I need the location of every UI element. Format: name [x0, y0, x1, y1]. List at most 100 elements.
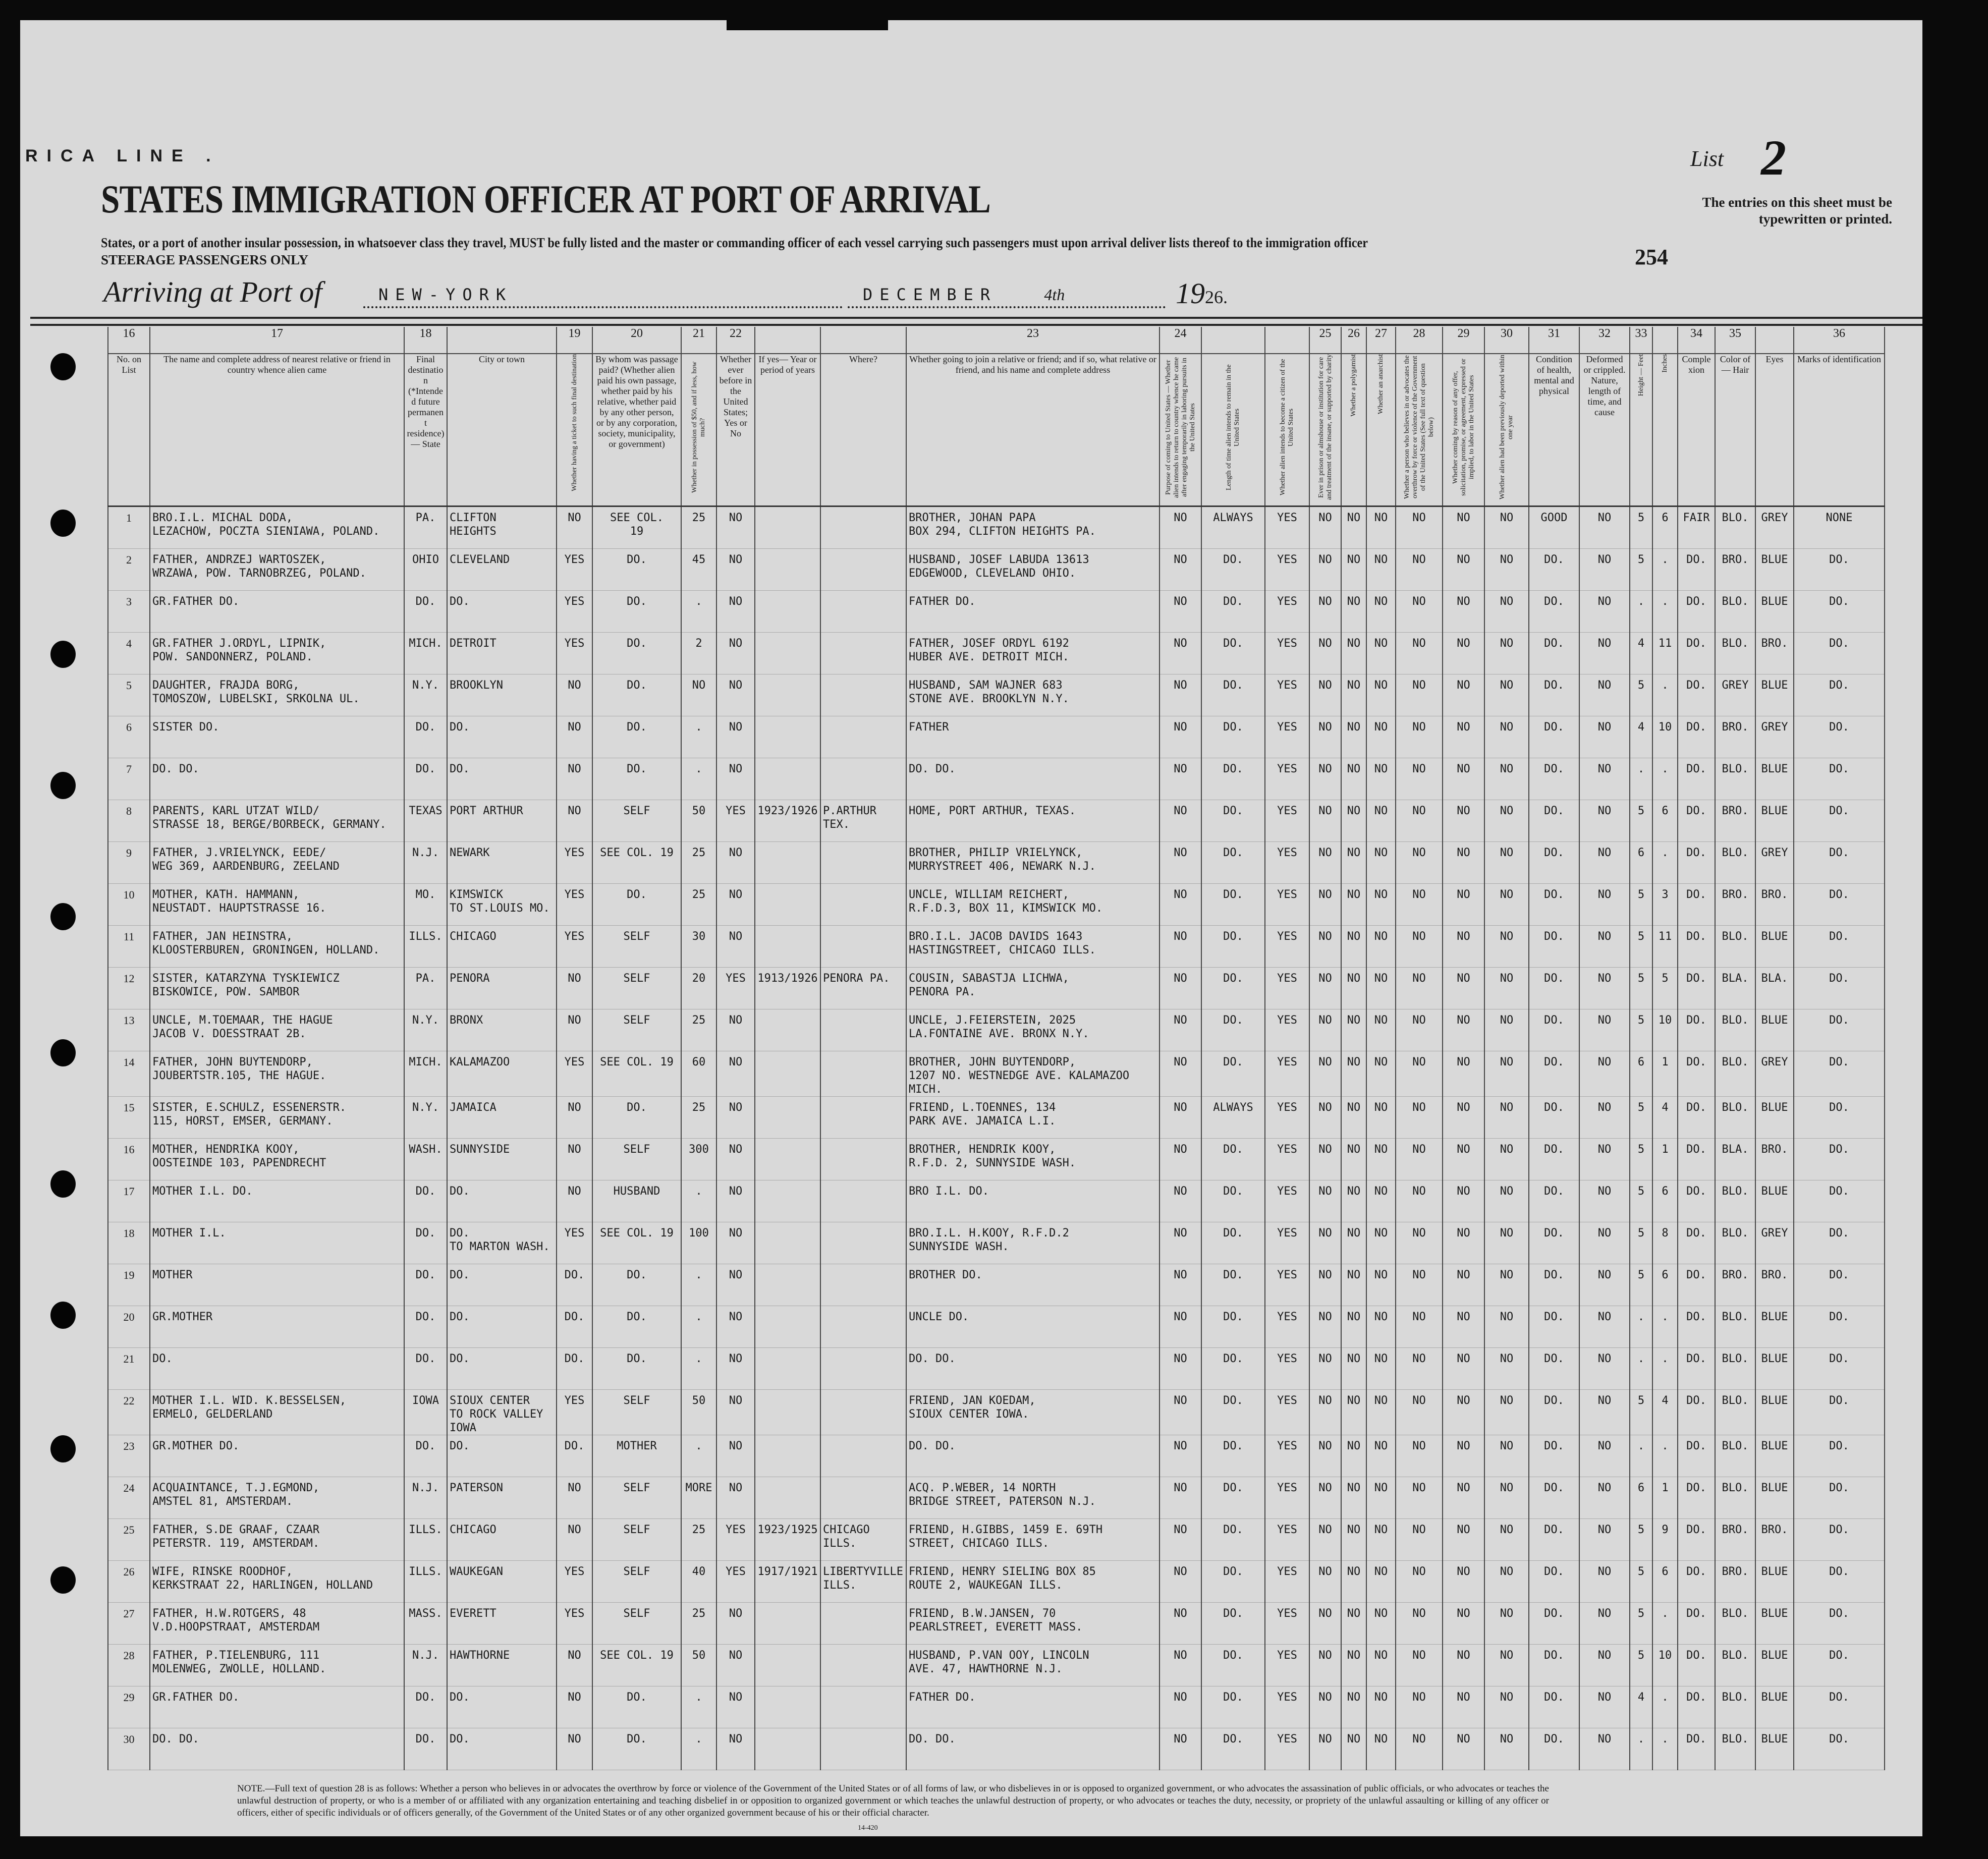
cell-q29: NO: [1442, 1009, 1485, 1051]
cell-health: DO.: [1528, 841, 1580, 884]
cell-paid-by: DO.: [592, 1347, 682, 1390]
cell-no: 28: [107, 1644, 150, 1686]
cell-relative: PARENTS, KARL UTZAT WILD/ STRASSE 18, BE…: [149, 800, 405, 842]
cell-eyes: BLUE: [1755, 1602, 1794, 1645]
cell-join-relative: FRIEND, HENRY SIELING BOX 85 ROUTE 2, WA…: [906, 1560, 1160, 1603]
cell-height-feet: 5: [1629, 548, 1653, 591]
column-header-label: Condition of health, mental and physical: [1534, 354, 1574, 396]
cell-money: 60: [681, 1051, 717, 1097]
cell-height-inches: 9: [1652, 1518, 1678, 1561]
cell-health: DO.: [1528, 1180, 1580, 1222]
table-row: 7 DO. DO. DO. DO. NO DO.. NO DO. DO. NO DO. YES NO N…: [107, 758, 1885, 800]
cell-deformed: NO: [1579, 1306, 1630, 1348]
cell-deported: NO: [1484, 1518, 1529, 1561]
cell-intends-return: NO: [1159, 1644, 1202, 1686]
cell-no: 2: [107, 548, 150, 591]
cell-q28: NO: [1395, 1051, 1443, 1097]
cell-join-relative: BROTHER, PHILIP VRIELYNCK, MURRYSTREET 4…: [906, 841, 1160, 884]
cell-ticket: YES: [556, 632, 593, 674]
column-number-deformed: 32: [1579, 327, 1630, 354]
cell-paid-by: SEE COL. 19: [592, 506, 682, 549]
cell-deformed: NO: [1579, 1560, 1630, 1603]
cell-anarchist: NO: [1366, 506, 1396, 549]
cell-health: GOOD: [1528, 506, 1580, 549]
cell-hair: BRO.: [1715, 1518, 1756, 1561]
cell-ever-before: NO: [716, 883, 755, 926]
column-header-hair: Color of— Hair: [1715, 354, 1756, 507]
cell-height-inches: .: [1652, 1347, 1678, 1390]
binder-hole-icon: [50, 1302, 76, 1329]
cell-q25: NO: [1309, 1347, 1342, 1390]
cell-q29: NO: [1442, 800, 1485, 842]
cell-complexion: DO.: [1677, 841, 1716, 884]
cell-health: DO.: [1528, 1347, 1580, 1390]
cell-state: IOWA: [404, 1389, 448, 1435]
cell-state: TEXAS: [404, 800, 448, 842]
cell-deported: NO: [1484, 716, 1529, 758]
cell-polygamist: NO: [1341, 1222, 1367, 1264]
cell-q25: NO: [1309, 1560, 1342, 1603]
cell-where: [820, 716, 907, 758]
cell-height-inches: 10: [1652, 1644, 1678, 1686]
cell-state: ILLS.: [404, 1560, 448, 1603]
cell-q29: NO: [1442, 674, 1485, 716]
cell-intends-return: NO: [1159, 1518, 1202, 1561]
cell-ticket: YES: [556, 925, 593, 968]
cell-marks: DO.: [1793, 758, 1885, 800]
cell-complexion: FAIR: [1677, 506, 1716, 549]
column-number-city: [447, 327, 557, 354]
cell-q29: NO: [1442, 1222, 1485, 1264]
cell-money: .: [681, 1686, 717, 1728]
column-number-money: 21: [681, 327, 717, 354]
cell-height-feet: 5: [1629, 1518, 1653, 1561]
cell-complexion: DO.: [1677, 1180, 1716, 1222]
cell-deformed: NO: [1579, 1138, 1630, 1180]
cell-intends-citizen: YES: [1264, 1096, 1310, 1139]
cell-state: DO.: [404, 1435, 448, 1477]
cell-join-relative: BROTHER, JOHAN PAPA BOX 294, CLIFTON HEI…: [906, 506, 1160, 549]
cell-q29: NO: [1442, 1389, 1485, 1435]
cell-complexion: DO.: [1677, 925, 1716, 968]
cell-q28: NO: [1395, 1686, 1443, 1728]
cell-intends-return: NO: [1159, 1306, 1202, 1348]
cell-relative: DO.: [149, 1347, 405, 1390]
cell-ever-before: NO: [716, 1096, 755, 1139]
cell-marks: DO.: [1793, 1518, 1885, 1561]
cell-length-of-stay: DO.: [1201, 1644, 1265, 1686]
cell-ticket: NO: [556, 800, 593, 842]
cell-years: [754, 1051, 821, 1097]
cell-length-of-stay: DO.: [1201, 1602, 1265, 1645]
cell-q25: NO: [1309, 506, 1342, 549]
cell-deformed: NO: [1579, 674, 1630, 716]
cell-length-of-stay: DO.: [1201, 1138, 1265, 1180]
cell-money: .: [681, 716, 717, 758]
cell-ever-before: YES: [716, 800, 755, 842]
table-row: 16 MOTHER, HENDRIKA KOOY, OOSTEINDE 103, …: [107, 1138, 1885, 1180]
cell-years: [754, 1602, 821, 1645]
column-header-money: Whether in possession of $50, and if les…: [681, 354, 717, 507]
cell-height-feet: 4: [1629, 1686, 1653, 1728]
cell-polygamist: NO: [1341, 1347, 1367, 1390]
cell-money: 25: [681, 883, 717, 926]
cell-complexion: DO.: [1677, 883, 1716, 926]
cell-anarchist: NO: [1366, 800, 1396, 842]
cell-relative: MOTHER I.L. WID. K.BESSELSEN, ERMELO, GE…: [149, 1389, 405, 1435]
table-row: 10 MOTHER, KATH. HAMMANN, NEUSTADT. HAUPT…: [107, 883, 1885, 926]
column-header-intends-return: Purpose of coming to United States — Whe…: [1159, 354, 1202, 507]
cell-q28: NO: [1395, 1222, 1443, 1264]
cell-anarchist: NO: [1366, 1180, 1396, 1222]
cell-q28: NO: [1395, 590, 1443, 633]
column-header-label: City or town: [478, 354, 525, 364]
cell-ticket: YES: [556, 548, 593, 591]
cell-eyes: BRO.: [1755, 1264, 1794, 1306]
cell-ticket: DO.: [556, 1306, 593, 1348]
column-header-city: City or town: [447, 354, 557, 507]
cell-deported: NO: [1484, 1051, 1529, 1097]
cell-height-feet: .: [1629, 590, 1653, 633]
cell-deported: NO: [1484, 1644, 1529, 1686]
cell-q25: NO: [1309, 674, 1342, 716]
cell-q29: NO: [1442, 967, 1485, 1009]
cell-city: PENORA: [447, 967, 557, 1009]
cell-marks: DO.: [1793, 1264, 1885, 1306]
cell-deported: NO: [1484, 1477, 1529, 1519]
